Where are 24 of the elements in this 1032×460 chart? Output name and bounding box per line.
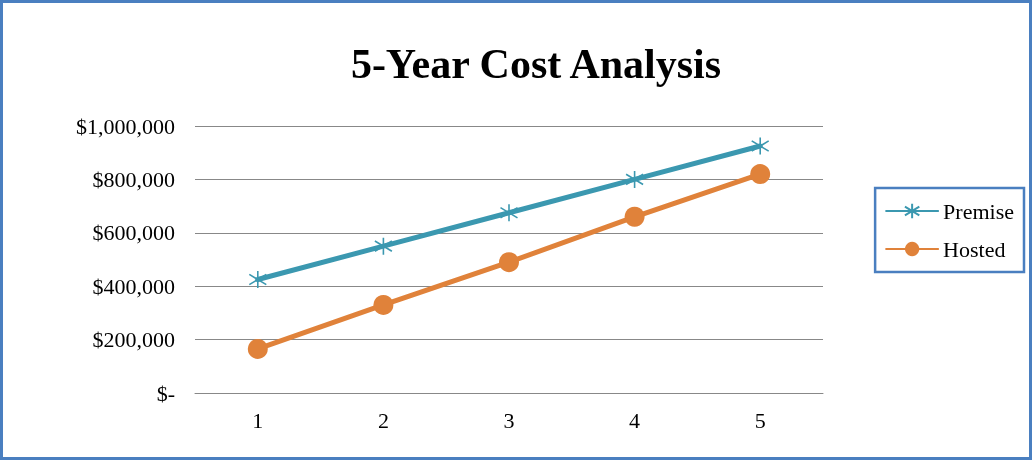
point xyxy=(499,252,519,273)
legend-label: Premise xyxy=(943,198,1015,224)
y-tick-label: $400,000 xyxy=(92,273,175,299)
point xyxy=(625,170,644,189)
x-tick-label: 3 xyxy=(503,407,515,433)
point xyxy=(374,236,393,256)
point xyxy=(247,338,268,359)
chart-title: 5-Year Cost Analysis xyxy=(350,41,722,87)
y-tick-label: $- xyxy=(156,380,175,406)
x-tick-label: 2 xyxy=(377,407,389,433)
y-tick-label: $1,000,000 xyxy=(76,113,175,139)
x-tick-label: 1 xyxy=(252,407,264,433)
point xyxy=(750,136,770,156)
y-tick-label: $200,000 xyxy=(92,327,175,353)
point xyxy=(750,164,771,185)
point xyxy=(248,270,268,289)
x-tick-label: 4 xyxy=(629,407,641,433)
point xyxy=(499,203,519,223)
point xyxy=(624,206,645,227)
legend-label: Hosted xyxy=(943,236,1006,262)
x-tick-label: 5 xyxy=(754,407,766,433)
y-tick-label: $600,000 xyxy=(92,220,175,246)
point xyxy=(373,294,394,315)
y-tick-label: $800,000 xyxy=(92,166,175,192)
